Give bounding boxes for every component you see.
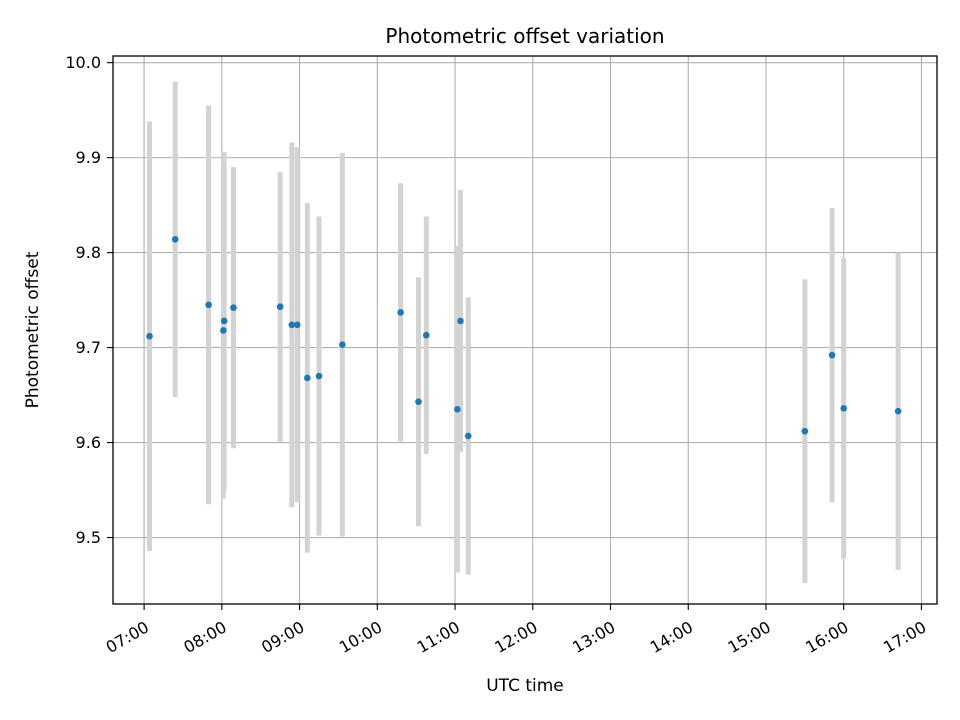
y-tick-label: 9.5 [76,528,101,547]
x-tick-label: 16:00 [802,617,851,657]
x-tick-label: 07:00 [103,617,152,657]
data-point [415,398,422,406]
x-axis-label: UTC time [486,676,564,696]
x-tick-label: 11:00 [414,617,463,657]
data-point [801,427,809,435]
data-point [894,407,902,415]
data-point [840,405,848,412]
error-bars [147,81,901,584]
data-point [146,332,153,340]
y-tick-label: 9.6 [76,433,101,452]
x-tick-label: 12:00 [491,617,540,657]
data-point [464,432,472,440]
ticks: 07:00 08:00 09:00 10:00 11:00 12:00 13:00 14:00… [65,53,929,657]
data-points [146,235,902,440]
data-point [828,351,836,359]
data-point [339,341,346,349]
data-point [230,304,237,311]
data-point [397,309,404,316]
y-tick-label: 9.8 [76,243,101,262]
data-point [454,406,461,413]
y-tick-label: 9.9 [76,148,101,167]
data-point [220,317,228,325]
x-tick-label: 14:00 [647,617,696,657]
plot-frame [112,55,938,605]
x-tick-label: 10:00 [336,617,385,657]
x-tick-label: 09:00 [258,617,307,657]
data-point [315,372,323,380]
data-point [288,321,296,329]
data-point [220,327,227,334]
x-tick-label: 15:00 [725,617,774,657]
chart-title: Photometric offset variation [385,24,664,48]
x-tick-label: 13:00 [569,617,618,657]
x-tick-label: 17:00 [880,617,929,657]
data-point [457,317,464,325]
data-point [293,321,301,329]
data-point [304,374,311,382]
grid-lines [113,56,937,604]
x-tick-label: 08:00 [180,617,229,657]
data-point [422,331,430,339]
y-tick-label: 10.0 [65,53,101,72]
y-tick-label: 9.7 [76,338,101,357]
data-point [205,301,212,309]
data-point [276,303,284,311]
data-point [171,235,179,243]
y-axis-label: Photometric offset [23,251,43,408]
